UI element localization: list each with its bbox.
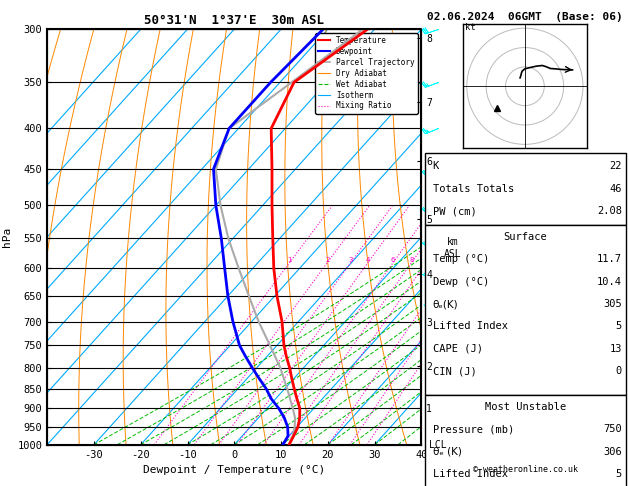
- Text: LCL: LCL: [429, 440, 447, 450]
- Text: K: K: [433, 161, 439, 172]
- Text: 1: 1: [287, 257, 292, 262]
- Text: Mixing Ratio (g/kg): Mixing Ratio (g/kg): [448, 186, 458, 288]
- Text: 22: 22: [610, 161, 622, 172]
- Text: 6: 6: [391, 257, 396, 262]
- Text: Totals Totals: Totals Totals: [433, 184, 514, 194]
- Text: 5: 5: [616, 321, 622, 331]
- Text: 13: 13: [610, 344, 622, 354]
- FancyBboxPatch shape: [425, 153, 626, 225]
- Title: 50°31'N  1°37'E  30m ASL: 50°31'N 1°37'E 30m ASL: [144, 14, 325, 27]
- Text: Lifted Index: Lifted Index: [433, 469, 508, 479]
- Text: θₑ (K): θₑ (K): [433, 447, 462, 457]
- Text: kt: kt: [465, 23, 476, 32]
- Text: 11.7: 11.7: [597, 254, 622, 264]
- FancyBboxPatch shape: [425, 395, 626, 486]
- Text: 0: 0: [616, 366, 622, 376]
- Y-axis label: km
ASL: km ASL: [444, 237, 462, 259]
- Text: Surface: Surface: [503, 232, 547, 242]
- Legend: Temperature, Dewpoint, Parcel Trajectory, Dry Adiabat, Wet Adiabat, Isotherm, Mi: Temperature, Dewpoint, Parcel Trajectory…: [315, 33, 418, 114]
- Text: 2: 2: [325, 257, 330, 262]
- Y-axis label: hPa: hPa: [2, 227, 12, 247]
- X-axis label: Dewpoint / Temperature (°C): Dewpoint / Temperature (°C): [143, 465, 325, 475]
- Text: 4: 4: [366, 257, 370, 262]
- Text: CIN (J): CIN (J): [433, 366, 476, 376]
- Text: CAPE (J): CAPE (J): [433, 344, 482, 354]
- Text: θₑ(K): θₑ(K): [433, 299, 459, 309]
- Text: 5: 5: [616, 469, 622, 479]
- Text: © weatheronline.co.uk: © weatheronline.co.uk: [473, 465, 577, 474]
- Text: PW (cm): PW (cm): [433, 206, 476, 216]
- Text: 46: 46: [610, 184, 622, 194]
- Text: Temp (°C): Temp (°C): [433, 254, 489, 264]
- Text: Lifted Index: Lifted Index: [433, 321, 508, 331]
- Text: 305: 305: [603, 299, 622, 309]
- Text: Most Unstable: Most Unstable: [484, 402, 566, 412]
- Text: Dewp (°C): Dewp (°C): [433, 277, 489, 287]
- Text: 306: 306: [603, 447, 622, 457]
- Text: Pressure (mb): Pressure (mb): [433, 424, 514, 434]
- FancyBboxPatch shape: [425, 225, 626, 395]
- Text: 8: 8: [409, 257, 414, 262]
- Text: 3: 3: [348, 257, 353, 262]
- Text: 750: 750: [603, 424, 622, 434]
- Text: 2.08: 2.08: [597, 206, 622, 216]
- Text: 02.06.2024  06GMT  (Base: 06): 02.06.2024 06GMT (Base: 06): [427, 12, 623, 22]
- Text: 10.4: 10.4: [597, 277, 622, 287]
